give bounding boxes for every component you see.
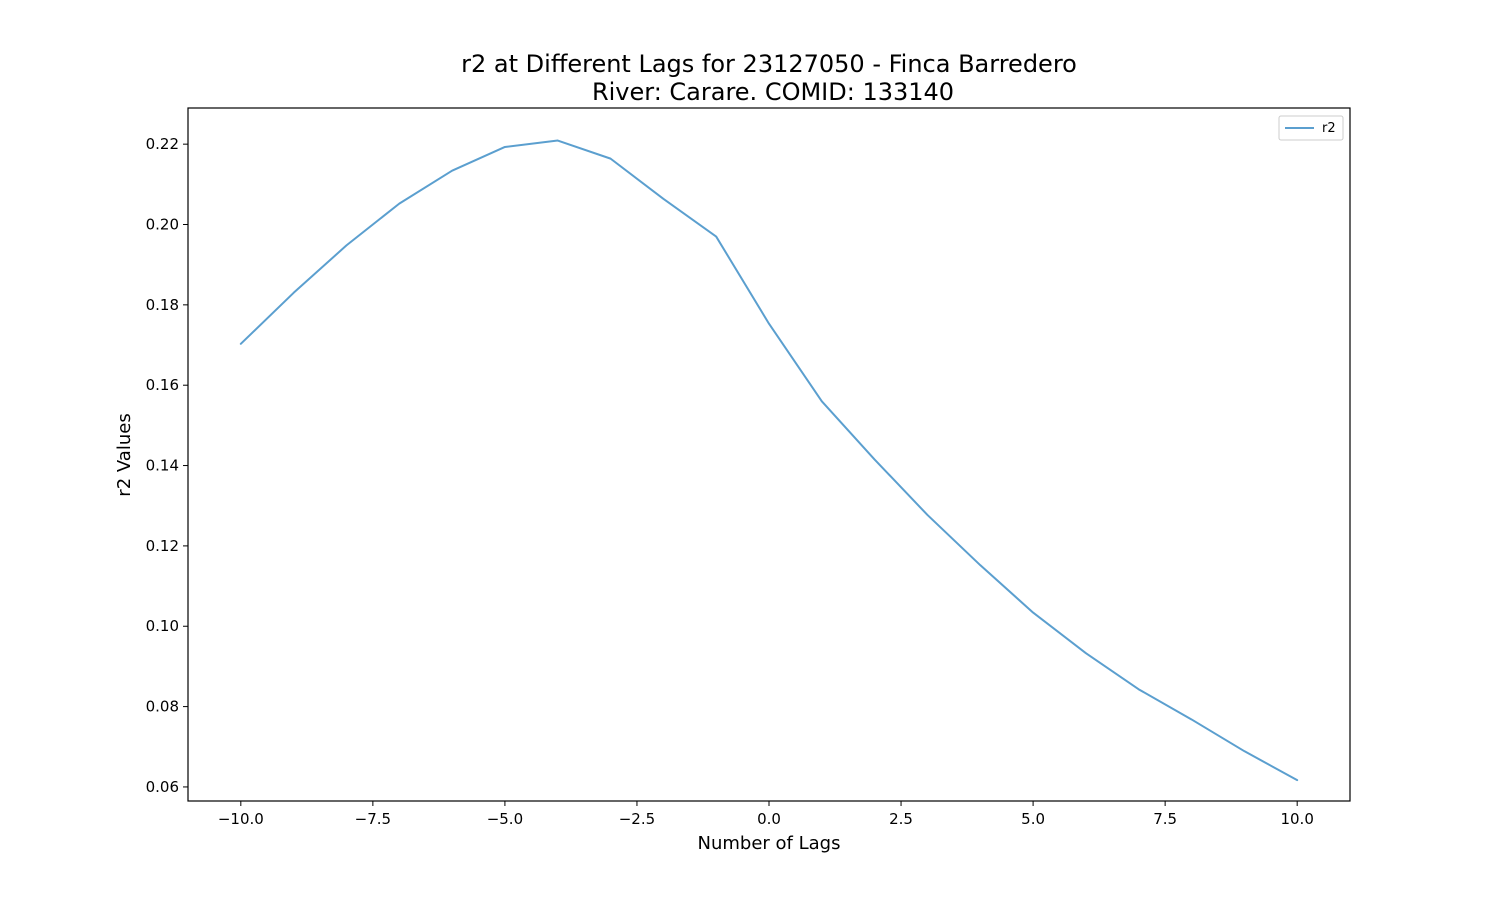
y-tick-label: 0.06	[146, 778, 179, 796]
y-tick-label: 0.10	[146, 617, 179, 635]
x-tick-label: 7.5	[1153, 810, 1177, 828]
y-tick-label: 0.20	[146, 216, 179, 234]
y-tick-label: 0.22	[146, 135, 179, 153]
series-line-r2	[239, 139, 1299, 782]
plot-area: −10.0 −7.5 −5.0 −2.5 0.0 2.5 5.0 7.5 10.0 0.06 0.0…	[146, 107, 1351, 828]
y-tick-label: 0.14	[146, 457, 179, 475]
x-tick-label: −10.0	[218, 810, 264, 828]
y-tick-label: 0.12	[146, 537, 179, 555]
y-tick-label: 0.16	[146, 376, 179, 394]
legend: r2	[1278, 115, 1344, 141]
x-tick-label: −2.5	[619, 810, 655, 828]
legend-label-r2: r2	[1322, 121, 1336, 136]
y-tick-label: 0.08	[146, 698, 179, 716]
x-tick-label: 10.0	[1280, 810, 1313, 828]
x-tick-label: −5.0	[487, 810, 523, 828]
x-tick-label: −7.5	[355, 810, 391, 828]
chart-title-line2: River: Carare. COMID: 133140	[592, 78, 954, 106]
chart-title-line1: r2 at Different Lags for 23127050 - Finc…	[461, 50, 1077, 78]
x-tick-label: 2.5	[889, 810, 913, 828]
x-tick-label: 5.0	[1021, 810, 1045, 828]
x-tick-label: 0.0	[757, 810, 781, 828]
y-tick-label: 0.18	[146, 296, 179, 314]
y-axis-label: r2 Values	[114, 413, 135, 496]
x-axis-label: Number of Lags	[698, 833, 841, 854]
